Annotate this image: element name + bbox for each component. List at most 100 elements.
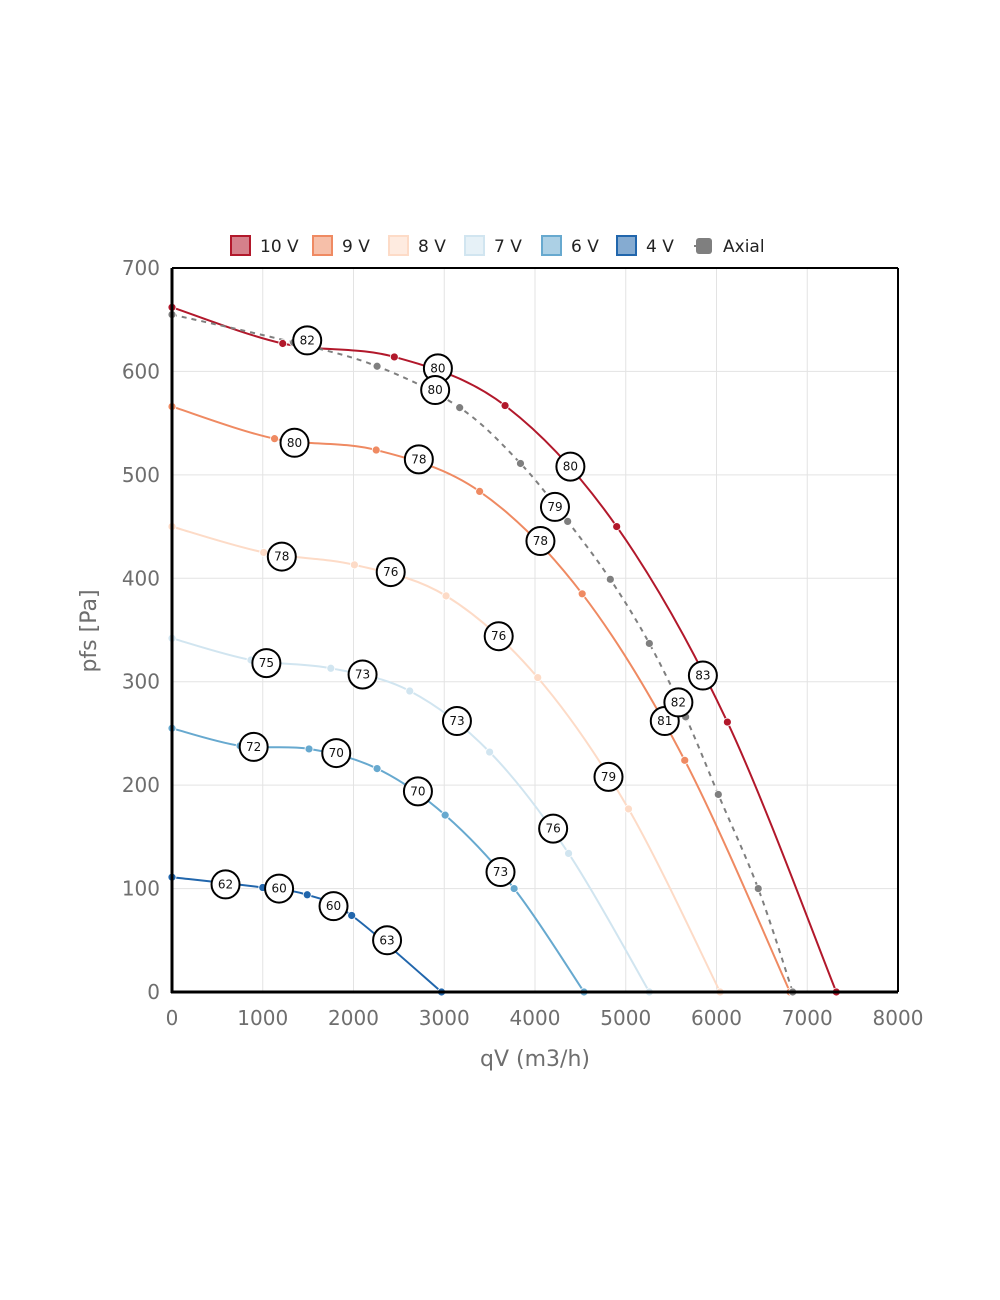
legend-swatch xyxy=(388,235,409,256)
data-point xyxy=(516,459,525,468)
data-point xyxy=(326,663,336,673)
legend-item[interactable]: 7 V xyxy=(464,235,522,257)
efficiency-badge-circle xyxy=(318,891,349,922)
y-tick-label: 400 xyxy=(122,566,160,590)
legend-item[interactable]: Axial xyxy=(694,237,765,257)
efficiency-label: 82 xyxy=(671,695,686,709)
efficiency-label: 60 xyxy=(326,899,341,913)
legend-item[interactable]: 6 V xyxy=(541,235,599,257)
efficiency-label: 80 xyxy=(428,383,443,397)
efficiency-badge: 80 xyxy=(422,353,453,384)
data-point xyxy=(577,589,587,599)
efficiency-label: 70 xyxy=(329,746,344,760)
legend-item[interactable]: 9 V xyxy=(312,235,370,257)
data-point xyxy=(753,884,763,893)
efficiency-badge: 62 xyxy=(210,869,241,900)
efficiency-badge-circle xyxy=(483,621,514,652)
efficiency-badge-circle xyxy=(402,776,433,807)
efficiency-label: 70 xyxy=(410,784,425,798)
x-tick-label: 7000 xyxy=(782,1006,833,1030)
efficiency-badge: 72 xyxy=(238,731,269,762)
data-point xyxy=(278,339,288,348)
data-point xyxy=(405,686,415,696)
x-tick-label: 1000 xyxy=(237,1006,288,1030)
efficiency-label: 60 xyxy=(271,882,286,896)
legend-label: 7 V xyxy=(494,237,522,257)
efficiency-badge-circle xyxy=(210,869,241,900)
efficiency-label: 73 xyxy=(449,714,464,728)
efficiency-badge: 82 xyxy=(292,325,323,356)
efficiency-label: 62 xyxy=(218,877,233,891)
data-point xyxy=(304,744,314,754)
efficiency-badge: 60 xyxy=(318,891,349,922)
efficiency-label: 76 xyxy=(383,565,398,579)
axes: 0 1000 2000 3000 4000 5000 6000 7000 8000 0 100 200… xyxy=(122,256,924,1030)
efficiency-badge: 70 xyxy=(321,738,352,769)
efficiency-badge: 76 xyxy=(538,813,569,844)
efficiency-label: 76 xyxy=(546,822,561,836)
efficiency-label: 81 xyxy=(657,714,672,728)
x-tick-label: 0 xyxy=(166,1006,179,1030)
legend-swatch xyxy=(696,238,712,254)
legend: 10 V 9 V 8 V 7 V 6 V 4 V Axial xyxy=(230,235,765,257)
efficiency-label: 78 xyxy=(274,550,289,564)
efficiency-badge: 80 xyxy=(420,375,451,406)
efficiency-badge: 63 xyxy=(372,925,403,956)
data-point xyxy=(259,548,269,557)
legend-swatch xyxy=(616,235,637,256)
x-tick-label: 5000 xyxy=(600,1006,651,1030)
data-point xyxy=(509,884,519,893)
legend-label: 6 V xyxy=(571,237,599,257)
data-point xyxy=(475,487,485,496)
data-point xyxy=(564,849,573,858)
efficiency-badge: 78 xyxy=(525,526,556,557)
efficiency-badge: 79 xyxy=(539,491,570,522)
data-point xyxy=(302,890,312,900)
efficiency-label: 78 xyxy=(533,534,548,548)
legend-label: 8 V xyxy=(418,237,446,257)
data-point xyxy=(722,717,732,727)
data-point xyxy=(350,560,359,570)
legend-swatch xyxy=(230,235,251,256)
x-tick-label: 3000 xyxy=(419,1006,470,1030)
efficiency-badge-circle xyxy=(347,659,378,690)
efficiency-label: 80 xyxy=(287,436,302,450)
data-point xyxy=(347,911,357,920)
legend-label: 4 V xyxy=(646,237,674,257)
legend-item[interactable]: 8 V xyxy=(388,235,446,257)
x-tick-label: 8000 xyxy=(873,1006,924,1030)
y-axis-title: pfs [Pa] xyxy=(77,589,102,672)
data-point xyxy=(500,401,510,410)
efficiency-label: 80 xyxy=(430,361,445,375)
efficiency-badge-circle xyxy=(687,660,718,691)
data-point xyxy=(485,747,495,757)
x-tick-label: 2000 xyxy=(328,1006,379,1030)
efficiency-label: 72 xyxy=(246,740,261,754)
data-point xyxy=(440,810,450,820)
data-point xyxy=(612,522,622,531)
legend-swatch xyxy=(464,235,485,256)
efficiency-badge-circle xyxy=(292,325,323,356)
y-tick-label: 0 xyxy=(147,980,160,1004)
data-point xyxy=(455,403,465,413)
efficiency-badge-circle xyxy=(525,526,556,557)
y-tick-label: 100 xyxy=(122,877,160,901)
data-point xyxy=(372,361,382,371)
efficiency-badge: 78 xyxy=(266,541,297,572)
efficiency-label: 63 xyxy=(379,933,394,947)
x-axis-title: qV (m3/h) xyxy=(480,1047,590,1072)
efficiency-badge-circle xyxy=(238,731,269,762)
y-tick-label: 300 xyxy=(122,670,160,694)
legend-item[interactable]: 10 V xyxy=(230,235,299,257)
efficiency-badge-circle xyxy=(593,761,624,792)
data-point xyxy=(270,434,279,444)
efficiency-label: 76 xyxy=(491,629,506,643)
efficiency-badge-circle xyxy=(372,925,403,956)
efficiency-badge: 75 xyxy=(251,648,282,679)
efficiency-labels: 82 80 80 83 80 78 78 81 78 76 76 79 75 73 73 76 72 70 70 73… xyxy=(210,325,718,956)
efficiency-label: 79 xyxy=(547,500,562,514)
data-point xyxy=(372,764,382,773)
y-tick-label: 500 xyxy=(122,463,160,487)
legend-item[interactable]: 4 V xyxy=(616,235,674,257)
